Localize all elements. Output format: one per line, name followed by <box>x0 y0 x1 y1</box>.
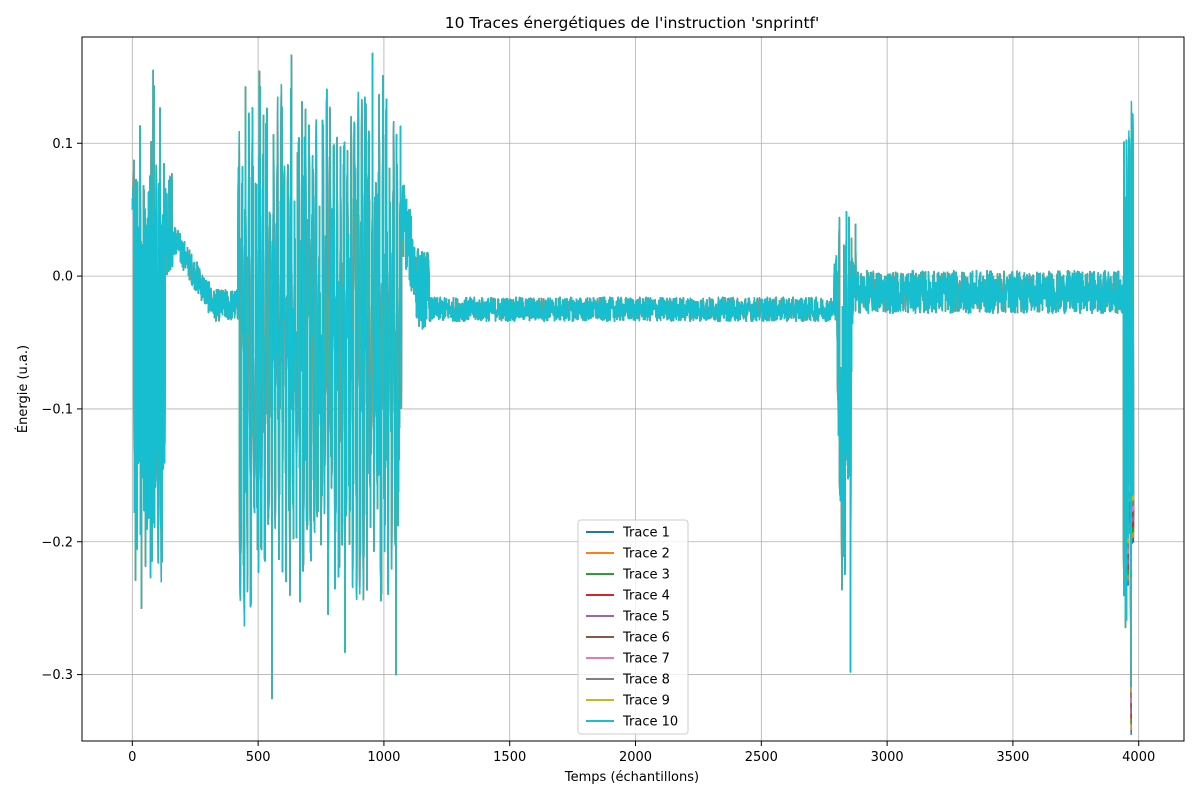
legend-label: Trace 5 <box>622 610 670 625</box>
legend: Trace 1 Trace 2 Trace 3 Trace 4 Trace 5 Trace… <box>577 519 689 735</box>
x-tick-label: 1000 <box>367 750 400 765</box>
y-tick-label: −0.3 <box>41 668 73 683</box>
x-tick-label: 3000 <box>871 750 904 765</box>
chart-title: 10 Traces énergétiques de l'instruction … <box>445 14 820 32</box>
plot-area <box>131 52 1135 736</box>
x-tick-label: 2500 <box>745 750 778 765</box>
y-tick-label: −0.1 <box>41 402 73 417</box>
x-axis: 0 500 1000 1500 2000 2500 3000 3500 4000 <box>128 741 1155 765</box>
series-line-10 <box>131 52 1135 700</box>
x-axis-title: Temps (échantillons) <box>564 770 699 785</box>
series-layer <box>131 52 1135 736</box>
legend-label: Trace 9 <box>622 694 670 709</box>
legend-label: Trace 4 <box>622 589 670 604</box>
y-axis-title: Énergie (u.a.) <box>15 345 31 433</box>
legend-label: Trace 8 <box>622 673 670 688</box>
legend-label: Trace 3 <box>622 568 670 583</box>
legend-label: Trace 1 <box>622 526 670 541</box>
legend-label: Trace 7 <box>622 652 670 667</box>
x-tick-label: 1500 <box>493 750 526 765</box>
y-tick-label: 0.0 <box>52 270 73 285</box>
x-tick-label: 2000 <box>619 750 652 765</box>
x-tick-label: 3500 <box>996 750 1029 765</box>
y-tick-label: −0.2 <box>41 535 73 550</box>
y-axis: −0.3 −0.2 −0.1 0.0 0.1 <box>41 137 82 683</box>
plot-frame <box>81 36 1185 742</box>
x-tick-label: 0 <box>128 750 136 765</box>
x-tick-label: 4000 <box>1122 750 1155 765</box>
x-tick-label: 500 <box>246 750 271 765</box>
legend-label: Trace 6 <box>622 631 670 646</box>
legend-label: Trace 2 <box>622 547 670 562</box>
y-tick-label: 0.1 <box>52 137 73 152</box>
legend-label: Trace 10 <box>622 715 678 730</box>
